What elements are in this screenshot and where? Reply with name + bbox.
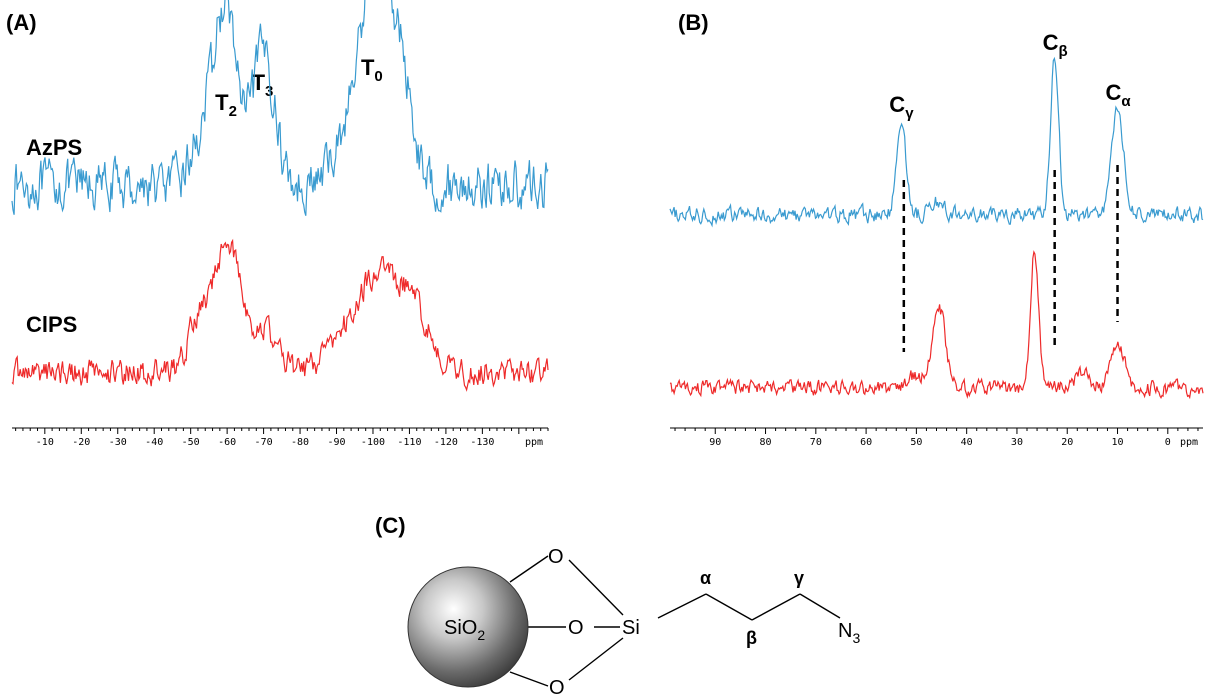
tick-label: 10 (1111, 437, 1123, 448)
tick-label: 20 (1061, 437, 1073, 448)
axis-unit-label: ppm (525, 437, 543, 448)
bond-o-top-si (568, 559, 624, 616)
tick-label: -90 (327, 437, 345, 448)
label-gamma: γ (794, 568, 804, 588)
tick-label: 40 (961, 437, 973, 448)
x-axis-b: 90 80 70 60 50 40 30 20 10 0 ppm (670, 427, 1203, 448)
tick-label: -10 (36, 437, 54, 448)
azide-group: N3 (838, 620, 860, 646)
tick-label: 70 (810, 437, 822, 448)
peak-annotation: Cβ (1043, 30, 1068, 60)
bond-si-calpha (657, 593, 707, 619)
label-alpha: α (700, 568, 711, 588)
panel-label-a: (A) (6, 10, 37, 35)
bond-core-o-bottom (509, 671, 549, 687)
oxygen-bottom: O (549, 677, 565, 694)
axis-unit-label: ppm (1180, 437, 1198, 448)
tick-label: -100 (361, 437, 385, 448)
dashed-connectors-b (902, 165, 1119, 352)
series-azps-line (11, 0, 549, 216)
bond-calpha-cbeta (705, 593, 753, 621)
peak-annotation: Cγ (889, 92, 914, 122)
label-beta: β (746, 628, 757, 648)
oxygen-top: O (548, 546, 564, 568)
tick-label: 0 (1165, 437, 1171, 448)
tick-label: -130 (470, 437, 494, 448)
tick-label: -110 (397, 437, 421, 448)
x-axis-a: -10 -20 -30 -40 -50 -60 -70 -80 -90 -100 -110 -120 -… (12, 427, 549, 448)
tick-label: 80 (760, 437, 772, 448)
peak-annotations-a: T2 T3 T0 (215, 55, 383, 120)
spectrum-traces-b (669, 56, 1204, 400)
spectrum-panel-a: AzPS ClPS T2 T3 T0 -10 -20 -30 -40 -50 -60 -70 -8… (11, 0, 549, 448)
series-clps-line (669, 250, 1204, 400)
tick-label: 90 (709, 437, 721, 448)
tick-label: -120 (434, 437, 458, 448)
panel-label-c: (C) (375, 513, 406, 538)
series-azps-line (669, 56, 1204, 228)
spectrum-panel-b: Cγ Cβ Cα 90 80 70 60 50 40 30 20 10 0 ppm (669, 30, 1204, 448)
tick-label: -20 (72, 437, 90, 448)
panel-label-b: (B) (678, 10, 709, 35)
series-label-clps: ClPS (26, 312, 77, 337)
peak-annotations-b: Cγ Cβ Cα (889, 30, 1131, 122)
tick-label: -70 (255, 437, 273, 448)
series-label-azps: AzPS (26, 135, 82, 160)
tick-label: 30 (1011, 437, 1023, 448)
silica-particle-icon (407, 566, 529, 688)
oxygen-middle: O (568, 617, 584, 639)
peak-annotation: T2 (215, 90, 237, 120)
tick-label: -30 (109, 437, 127, 448)
bond-core-o-top (509, 555, 549, 583)
spectrum-traces-a (11, 0, 549, 392)
silicon-atom: Si (622, 617, 640, 639)
structure-diagram: SiO2 O O O Si N3 α β γ (407, 546, 860, 694)
tick-label: 50 (910, 437, 922, 448)
tick-label: -60 (218, 437, 236, 448)
peak-annotation: T0 (361, 55, 383, 85)
tick-label: -40 (145, 437, 163, 448)
series-clps-line (11, 238, 549, 392)
bond-cgamma-n3 (799, 593, 841, 619)
bond-o-bottom-si (568, 637, 624, 681)
peak-annotation: T3 (252, 70, 274, 100)
core-label: SiO2 (444, 617, 485, 643)
tick-label: 60 (860, 437, 872, 448)
peak-annotation: Cα (1106, 80, 1132, 110)
tick-label: -80 (291, 437, 309, 448)
tick-label: -50 (182, 437, 200, 448)
bond-cbeta-cgamma (751, 593, 801, 621)
